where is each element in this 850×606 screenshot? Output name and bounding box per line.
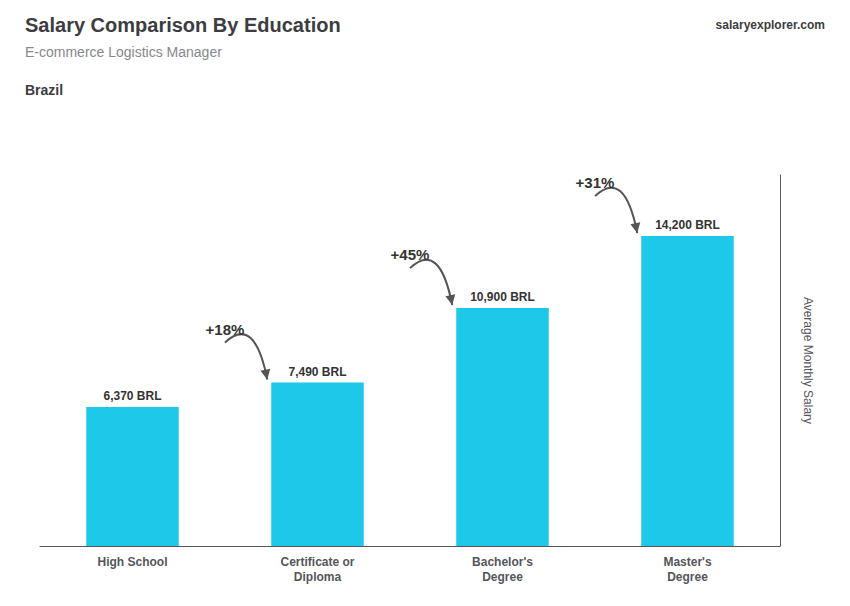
svg-text:Salary Comparison By Education: Salary Comparison By Education xyxy=(25,14,341,36)
svg-text:salaryexplorer.com: salaryexplorer.com xyxy=(716,18,825,32)
svg-text:Master's: Master's xyxy=(663,555,712,569)
svg-text:7,490 BRL: 7,490 BRL xyxy=(288,365,346,379)
svg-text:Degree: Degree xyxy=(667,570,708,584)
svg-text:Bachelor's: Bachelor's xyxy=(472,555,533,569)
svg-text:+45%: +45% xyxy=(391,246,430,263)
svg-text:Certificate or: Certificate or xyxy=(280,555,354,569)
svg-text:Average Monthly Salary: Average Monthly Salary xyxy=(801,297,815,424)
svg-text:+31%: +31% xyxy=(576,174,615,191)
svg-text:+18%: +18% xyxy=(206,321,245,338)
svg-text:High School: High School xyxy=(98,555,168,569)
svg-text:14,200 BRL: 14,200 BRL xyxy=(655,218,720,232)
svg-text:10,900 BRL: 10,900 BRL xyxy=(470,290,535,304)
svg-text:Degree: Degree xyxy=(482,570,523,584)
svg-text:E-commerce Logistics Manager: E-commerce Logistics Manager xyxy=(25,44,222,60)
svg-text:6,370 BRL: 6,370 BRL xyxy=(103,389,161,403)
svg-text:Diploma: Diploma xyxy=(294,570,342,584)
svg-text:Brazil: Brazil xyxy=(25,82,63,98)
